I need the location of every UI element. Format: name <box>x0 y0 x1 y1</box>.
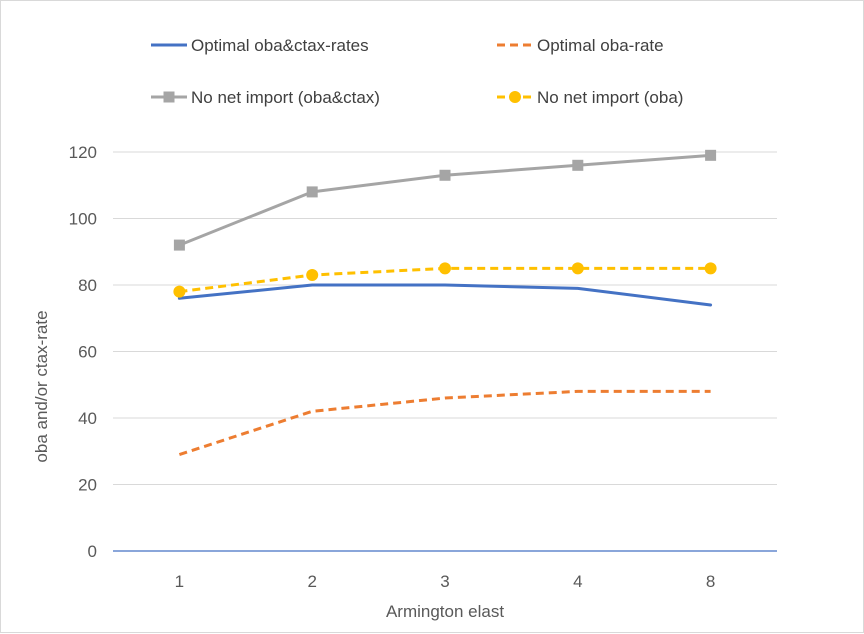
y-tick-label: 120 <box>69 143 97 162</box>
legend-marker <box>163 91 175 103</box>
y-axis-title: oba and/or ctax-rate <box>32 310 51 462</box>
legend-label: Optimal oba&ctax-rates <box>191 36 369 55</box>
data-point <box>705 149 717 161</box>
legend-entry: Optimal oba-rate <box>497 36 664 55</box>
data-point <box>439 262 451 275</box>
series-layer <box>173 149 717 457</box>
y-tick-label: 80 <box>78 276 97 295</box>
data-point <box>306 186 318 198</box>
y-tick-label: 0 <box>88 542 97 561</box>
x-axis-ticks: 1 2 3 4 8 <box>175 572 716 591</box>
legend-entry: No net import (oba&ctax) <box>151 88 380 107</box>
x-tick-label: 1 <box>175 572 184 591</box>
series-line <box>178 389 711 457</box>
legend: Optimal oba&ctax-rates Optimal oba-rate No… <box>151 36 683 107</box>
y-axis-ticks: 0 20 40 60 80 100 120 <box>69 143 97 561</box>
series-2 <box>178 389 711 457</box>
y-tick-label: 40 <box>78 409 97 428</box>
x-tick-label: 4 <box>573 572 582 591</box>
series-4 <box>173 262 717 298</box>
series-3 <box>173 149 717 251</box>
series-1 <box>177 283 713 307</box>
data-point <box>572 159 584 171</box>
y-tick-label: 60 <box>78 343 97 362</box>
y-tick-label: 20 <box>78 476 97 495</box>
legend-label: No net import (oba&ctax) <box>191 88 380 107</box>
legend-entry: No net import (oba) <box>497 88 683 107</box>
data-point <box>439 169 451 181</box>
x-tick-label: 8 <box>706 572 715 591</box>
legend-entry: Optimal oba&ctax-rates <box>151 36 369 55</box>
x-tick-label: 3 <box>440 572 449 591</box>
data-point <box>306 269 319 282</box>
legend-marker <box>509 91 521 103</box>
series-line <box>177 283 713 307</box>
series-line <box>177 153 713 247</box>
data-point <box>173 285 186 298</box>
x-axis-title: Armington elast <box>386 602 504 621</box>
data-point <box>704 262 717 275</box>
gridlines <box>113 151 777 552</box>
data-point <box>173 239 185 251</box>
legend-label: Optimal oba-rate <box>537 36 664 55</box>
legend-label: No net import (oba) <box>537 88 683 107</box>
x-tick-label: 2 <box>307 572 316 591</box>
data-point <box>571 262 584 275</box>
y-tick-label: 100 <box>69 210 97 229</box>
